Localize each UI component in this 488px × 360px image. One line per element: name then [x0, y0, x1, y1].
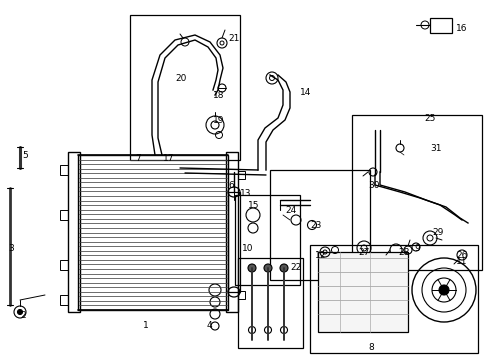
Text: 30: 30 [367, 180, 379, 189]
Text: 5: 5 [22, 150, 28, 159]
Text: 18: 18 [213, 90, 224, 99]
Text: 4: 4 [206, 321, 212, 330]
Circle shape [247, 264, 256, 272]
Bar [269, 170, 369, 280]
Text: 14: 14 [299, 87, 311, 96]
Bar [225, 152, 238, 312]
Circle shape [18, 310, 22, 315]
Text: 12: 12 [314, 252, 325, 261]
Circle shape [264, 264, 271, 272]
Text: 19: 19 [213, 116, 224, 125]
Text: 23: 23 [309, 220, 321, 230]
Text: 22: 22 [289, 264, 301, 273]
Text: 28: 28 [397, 248, 408, 257]
Circle shape [280, 264, 287, 272]
Text: 29: 29 [431, 228, 443, 237]
Bar [68, 152, 80, 312]
Text: 15: 15 [247, 201, 259, 210]
Bar [238, 258, 303, 348]
Bar [429, 18, 451, 33]
Bar [235, 195, 299, 285]
Circle shape [438, 285, 448, 295]
Bar [238, 291, 244, 299]
Text: 27: 27 [357, 248, 368, 257]
Bar [227, 192, 240, 292]
Text: 8: 8 [367, 343, 373, 352]
Bar [317, 252, 407, 332]
Bar [60, 210, 68, 220]
Text: 7: 7 [135, 153, 141, 162]
Text: 17: 17 [163, 153, 174, 162]
Bar [309, 245, 477, 353]
Text: 24: 24 [285, 206, 296, 215]
Bar [60, 295, 68, 305]
Bar [130, 15, 240, 160]
Bar [351, 115, 481, 270]
Text: 13: 13 [240, 189, 251, 198]
Text: 10: 10 [242, 243, 253, 252]
Text: 31: 31 [429, 144, 441, 153]
Text: 16: 16 [455, 23, 467, 32]
Text: 1: 1 [142, 321, 148, 330]
Text: 26: 26 [455, 251, 467, 260]
Text: 3: 3 [8, 243, 14, 252]
Text: 2: 2 [20, 310, 25, 320]
Text: 21: 21 [227, 33, 239, 42]
Text: 6: 6 [227, 180, 233, 189]
Bar [60, 165, 68, 175]
Bar [238, 171, 244, 179]
Bar [78, 155, 227, 310]
Text: 25: 25 [423, 113, 434, 122]
Text: 20: 20 [175, 73, 186, 82]
Bar [60, 260, 68, 270]
Text: 11: 11 [455, 257, 467, 266]
Text: 9: 9 [413, 243, 419, 252]
